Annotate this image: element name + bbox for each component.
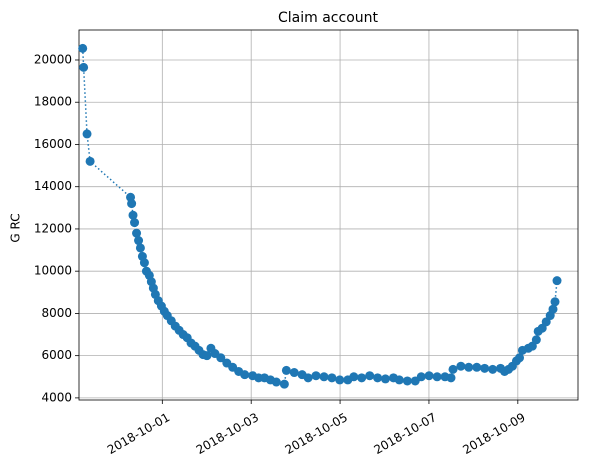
x-tick-label: 2018-10-09 bbox=[460, 410, 527, 457]
y-tick-label: 6000 bbox=[41, 348, 72, 362]
marker bbox=[139, 258, 149, 268]
marker bbox=[271, 377, 281, 387]
marker bbox=[472, 362, 482, 372]
marker bbox=[357, 373, 367, 383]
marker bbox=[446, 373, 456, 383]
y-tick-label: 16000 bbox=[34, 137, 72, 151]
marker bbox=[289, 368, 299, 378]
x-tick-label: 2018-10-05 bbox=[283, 410, 350, 457]
marker bbox=[130, 218, 140, 228]
marker bbox=[319, 372, 329, 382]
marker bbox=[134, 236, 144, 246]
marker bbox=[402, 376, 412, 386]
marker bbox=[531, 335, 541, 345]
x-tick-label: 2018-10-07 bbox=[371, 410, 438, 457]
y-tick-label: 4000 bbox=[41, 390, 72, 404]
y-tick-label: 14000 bbox=[34, 179, 72, 193]
marker bbox=[202, 351, 212, 361]
marker bbox=[240, 370, 250, 380]
marker bbox=[327, 373, 337, 383]
y-tick-label: 8000 bbox=[41, 306, 72, 320]
plot-frame bbox=[78, 29, 579, 401]
marker bbox=[281, 365, 291, 375]
chart-title: Claim account bbox=[278, 10, 379, 26]
marker bbox=[394, 375, 404, 385]
marker bbox=[216, 353, 226, 363]
marker bbox=[279, 379, 289, 389]
marker bbox=[488, 364, 498, 374]
marker bbox=[515, 353, 525, 363]
marker bbox=[335, 375, 345, 385]
marker bbox=[416, 372, 426, 382]
marker bbox=[127, 199, 137, 209]
marker bbox=[380, 374, 390, 384]
marker bbox=[128, 210, 138, 220]
x-tick-label: 2018-10-01 bbox=[105, 410, 172, 457]
y-tick-label: 20000 bbox=[34, 52, 72, 66]
marker bbox=[303, 373, 313, 383]
marker bbox=[349, 372, 359, 382]
y-axis-label: G RC bbox=[9, 213, 23, 242]
marker bbox=[480, 363, 490, 373]
marker bbox=[424, 371, 434, 381]
marker bbox=[552, 276, 562, 286]
marker bbox=[82, 129, 92, 139]
y-tick-label: 10000 bbox=[34, 264, 72, 278]
marker bbox=[78, 43, 88, 53]
line bbox=[81, 48, 558, 386]
marker bbox=[365, 371, 375, 381]
marker bbox=[456, 361, 466, 371]
marker bbox=[464, 362, 474, 372]
y-tick-label: 18000 bbox=[34, 95, 72, 109]
marker bbox=[135, 243, 145, 253]
marker bbox=[85, 156, 95, 166]
x-tick-label: 2018-10-03 bbox=[194, 410, 261, 457]
marker bbox=[132, 228, 142, 238]
marker bbox=[79, 62, 89, 72]
marker bbox=[373, 373, 383, 383]
marker bbox=[550, 297, 560, 307]
marker bbox=[548, 304, 558, 314]
marker bbox=[448, 364, 458, 374]
y-tick-label: 12000 bbox=[34, 221, 72, 235]
marker bbox=[311, 371, 321, 381]
marker bbox=[432, 372, 442, 382]
